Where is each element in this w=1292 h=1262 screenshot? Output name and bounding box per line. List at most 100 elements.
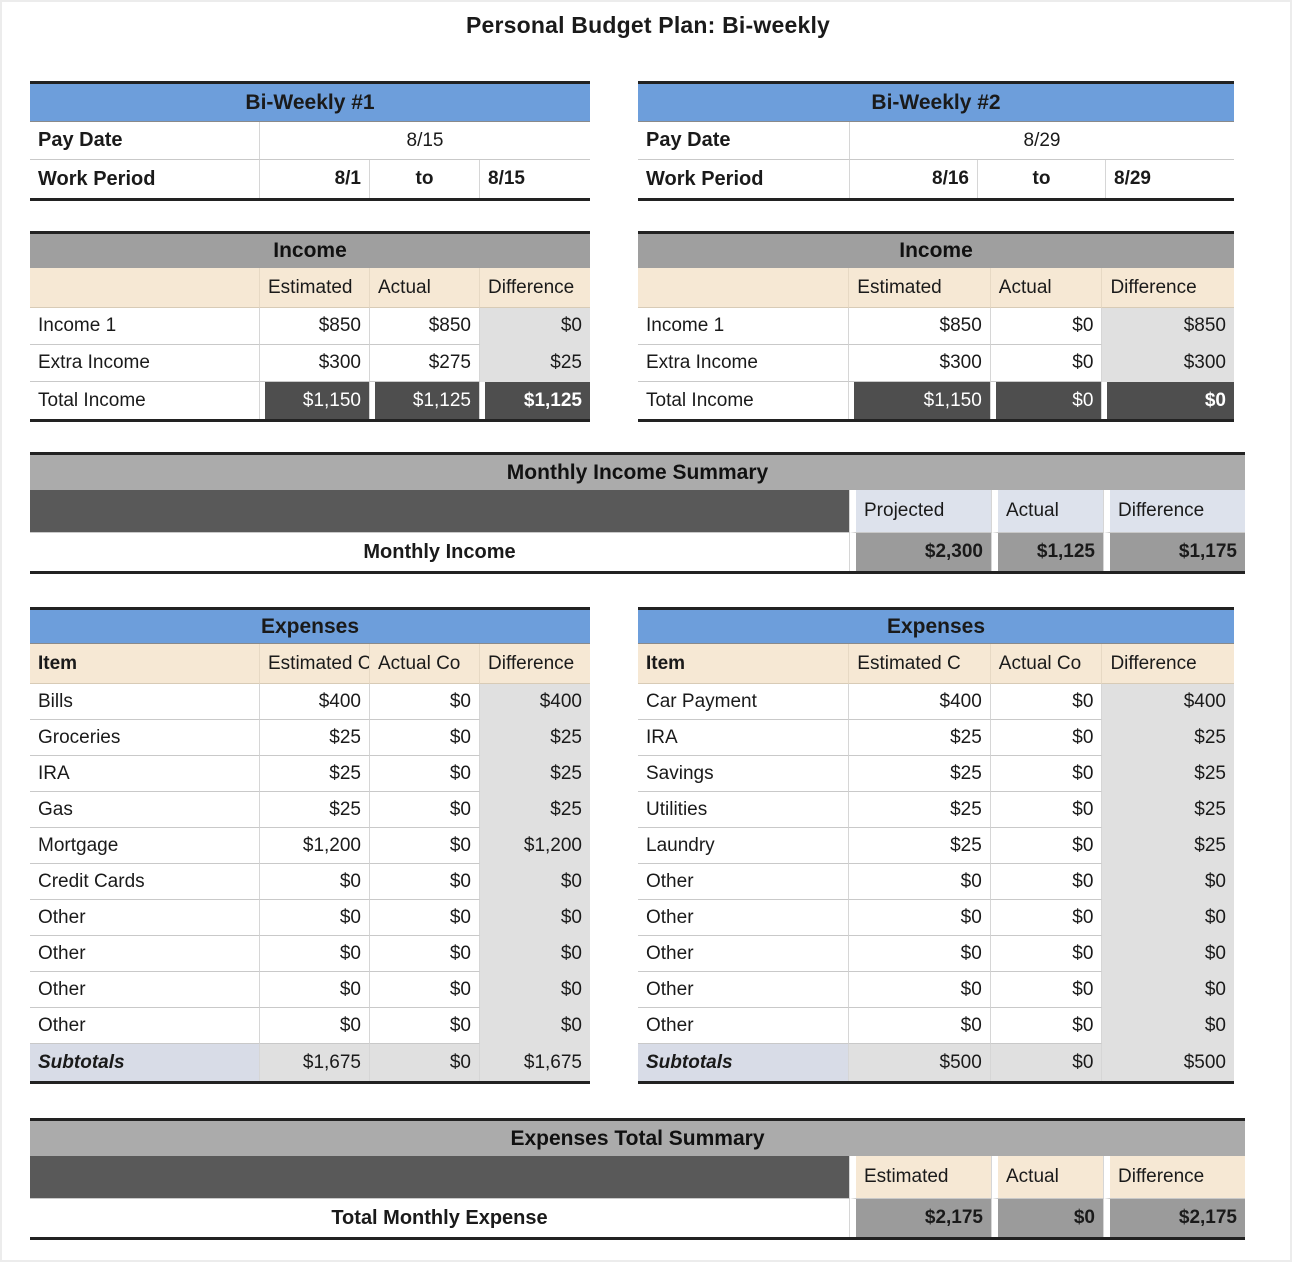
difference-value: $0: [1102, 1008, 1234, 1044]
expense-item-row: Other $0 $0 $0: [638, 900, 1234, 936]
difference-value: $1,175: [1104, 533, 1245, 571]
total-estimated: $1,150: [260, 382, 370, 419]
estimated-value: $2,175: [850, 1199, 992, 1237]
estimated-value: $300: [849, 345, 991, 382]
expense-item-row: Groceries $25 $0 $25: [30, 720, 590, 756]
difference-column-header: Difference: [1104, 1156, 1245, 1199]
expenses-row: Expenses Item Estimated C Actual Co Diff…: [30, 607, 1290, 1084]
expense-label: Other: [638, 900, 850, 936]
difference-value: $1,200: [480, 828, 590, 864]
page-title: Personal Budget Plan: Bi-weekly: [465, 12, 831, 38]
subtotals-row: Subtotals $1,675 $0 $1,675: [30, 1044, 590, 1081]
estimated-value: $0: [849, 1008, 991, 1044]
pay-date-row: Pay Date 8/29: [638, 122, 1234, 160]
estimated-value: $0: [260, 1008, 370, 1044]
income-label: Extra Income: [638, 345, 850, 382]
difference-value: $25: [1102, 828, 1234, 864]
estimated-value: $25: [849, 792, 991, 828]
expense-item-row: Savings $25 $0 $25: [638, 756, 1234, 792]
expense-label: IRA: [30, 756, 260, 792]
estimated-column-header: Estimated: [260, 268, 370, 308]
difference-value: $400: [480, 684, 590, 720]
total-monthly-expense-label: Total Monthly Expense: [30, 1199, 850, 1237]
actual-value: $275: [370, 345, 480, 382]
subtotal-actual: $0: [370, 1044, 480, 1081]
expense-label: Other: [638, 1008, 850, 1044]
total-monthly-expense-row: Total Monthly Expense $2,175 $0 $2,175: [30, 1199, 1245, 1237]
expense-label: Credit Cards: [30, 864, 260, 900]
projected-column-header: Projected: [850, 490, 992, 533]
subtotals-label: Subtotals: [30, 1044, 260, 1081]
summary-column-headers: Projected Actual Difference: [30, 490, 1245, 533]
difference-value: $25: [480, 756, 590, 792]
expense-label: Laundry: [638, 828, 850, 864]
income-item-row: Income 1 $850 $0 $850: [638, 308, 1234, 345]
pay-date-label: Pay Date: [30, 122, 260, 160]
expense-item-row: Other $0 $0 $0: [30, 972, 590, 1008]
expense-label: Other: [638, 936, 850, 972]
actual-column-header: Actual: [370, 268, 480, 308]
actual-value: $0: [370, 720, 480, 756]
actual-value: $0: [370, 684, 480, 720]
actual-column-header: Actual: [992, 490, 1104, 533]
actual-value: $0: [990, 972, 1103, 1008]
pay-date-value: 8/15: [260, 122, 590, 160]
work-period-to: to: [370, 160, 480, 198]
expense-label: Other: [30, 1008, 260, 1044]
estimated-value: $850: [260, 308, 370, 345]
estimated-value: $400: [260, 684, 370, 720]
work-period-row: Work Period 8/1 to 8/15: [30, 160, 590, 198]
actual-value: $0: [370, 1008, 480, 1044]
difference-value: $25: [1102, 720, 1234, 756]
difference-value: $0: [480, 972, 590, 1008]
subtotal-actual: $0: [990, 1044, 1103, 1081]
income-table-2: Income Estimated Actual Difference Incom…: [638, 231, 1234, 422]
income-label: Income 1: [30, 308, 260, 345]
expense-label: Other: [30, 972, 260, 1008]
pay-date-label: Pay Date: [638, 122, 850, 160]
expense-label: Gas: [30, 792, 260, 828]
monthly-income-label: Monthly Income: [30, 533, 850, 571]
expense-item-row: IRA $25 $0 $25: [638, 720, 1234, 756]
expenses-column-headers: Item Estimated C Actual Co Difference: [638, 644, 1234, 684]
estimated-value: $0: [849, 936, 991, 972]
summary-column-headers: Estimated Actual Difference: [30, 1156, 1245, 1199]
actual-value: $0: [990, 900, 1103, 936]
estimated-value: $0: [849, 972, 991, 1008]
biweekly-2-table: Bi-Weekly #2 Pay Date 8/29 Work Period 8…: [638, 81, 1234, 201]
expenses-table-2: Expenses Item Estimated C Actual Co Diff…: [638, 607, 1234, 1084]
work-period-end: 8/29: [1114, 168, 1151, 189]
projected-value: $2,300: [850, 533, 992, 571]
expense-label: Savings: [638, 756, 850, 792]
expense-item-row: Other $0 $0 $0: [30, 1008, 590, 1044]
actual-value: $0: [370, 756, 480, 792]
actual-value: $0: [370, 828, 480, 864]
expense-label: Bills: [30, 684, 260, 720]
difference-value: $0: [1102, 972, 1234, 1008]
actual-value: $0: [370, 900, 480, 936]
difference-column-header: Difference: [1102, 268, 1234, 308]
work-period-start: 8/16: [850, 160, 978, 198]
estimated-value: $25: [849, 720, 991, 756]
estimated-value: $25: [260, 792, 370, 828]
expense-item-row: Other $0 $0 $0: [638, 1008, 1234, 1044]
difference-value: $25: [480, 792, 590, 828]
actual-column-header: Actual: [990, 268, 1103, 308]
summary-spacer-cell: [30, 1156, 850, 1199]
actual-value: $0: [990, 864, 1103, 900]
estimated-value: $1,200: [260, 828, 370, 864]
difference-value: $0: [480, 1008, 590, 1044]
blank-header-cell: [638, 268, 850, 308]
actual-column-header: Actual Co: [370, 644, 480, 684]
work-period-label: Work Period: [30, 160, 260, 198]
estimated-value: $25: [849, 828, 991, 864]
difference-value: $0: [480, 936, 590, 972]
difference-value: $25: [480, 345, 590, 382]
expense-item-row: Other $0 $0 $0: [638, 936, 1234, 972]
pay-period-row: Bi-Weekly #1 Pay Date 8/15 Work Period 8…: [30, 81, 1290, 201]
actual-column-header: Actual: [992, 1156, 1104, 1199]
expense-label: Mortgage: [30, 828, 260, 864]
estimated-value: $0: [260, 972, 370, 1008]
actual-value: $0: [990, 684, 1103, 720]
